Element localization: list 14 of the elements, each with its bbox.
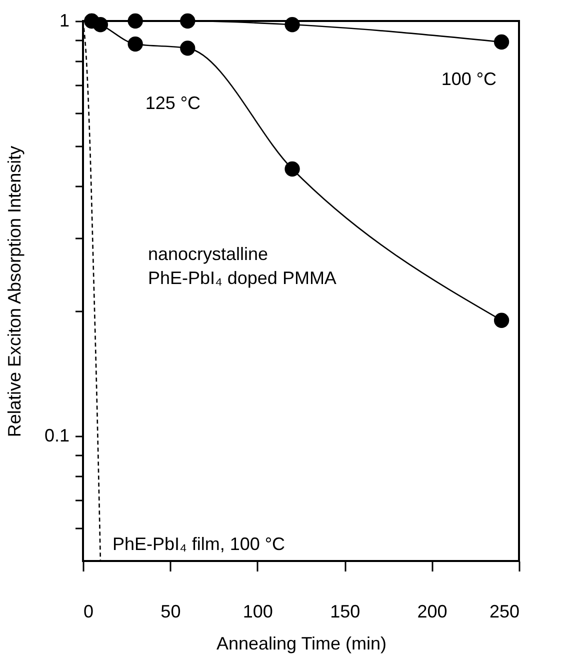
x-tick-label: 250 <box>489 602 520 622</box>
series-label: 125 °C <box>145 93 201 114</box>
x-tick-label: 50 <box>160 602 181 622</box>
x-tick-label: 200 <box>417 602 448 622</box>
x-axis-title: Annealing Time (min) <box>216 634 387 654</box>
annotation: nanocrystalline PhE-PbI₄ doped PMMA <box>148 244 336 288</box>
x-tick-label: 100 <box>242 602 273 622</box>
y-tick-label: 1 <box>59 10 70 30</box>
series-label: 100 °C <box>441 69 497 90</box>
x-tick-label: 150 <box>330 602 360 622</box>
series-label: PhE-PbI₄ film, 100 °C <box>112 534 286 554</box>
y-tick-label: 0.1 <box>44 426 70 446</box>
y-axis-title: Relative Exciton Absorption Intensity <box>4 146 24 438</box>
x-tick-label: 0 <box>84 602 94 622</box>
